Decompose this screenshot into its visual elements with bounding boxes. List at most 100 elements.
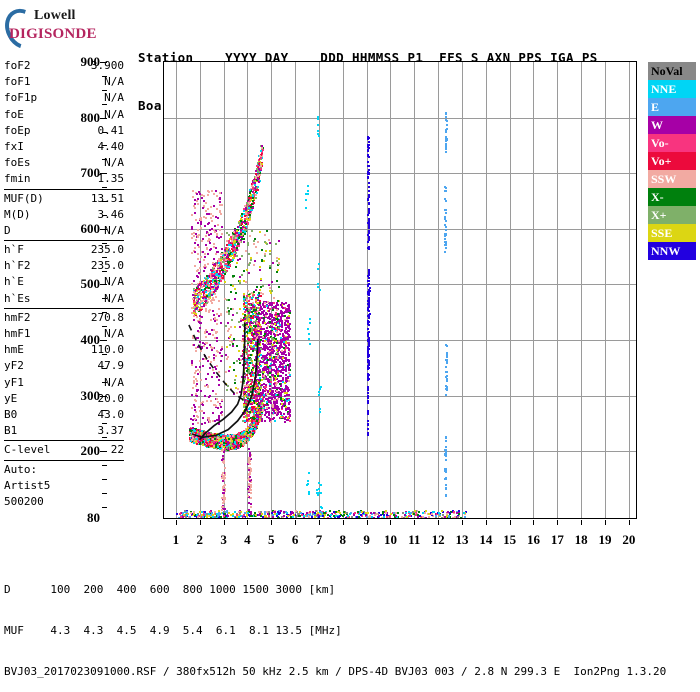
echo-point	[261, 401, 263, 403]
param-row-fxi: fxI 4.40	[4, 139, 124, 155]
param-group-divider	[4, 440, 124, 442]
param-key: M(D)	[4, 207, 31, 221]
param-row-mufd: MUF(D) 13.51	[4, 191, 124, 207]
param-row-foes: foEs N/A	[4, 155, 124, 171]
vgrid-11	[414, 62, 416, 518]
echo-point	[222, 437, 224, 439]
echo-point	[239, 446, 241, 448]
param-group-divider	[4, 240, 124, 242]
hgrid-300	[164, 395, 636, 397]
param-group-divider	[4, 307, 124, 309]
param-value: 0.41	[97, 123, 125, 137]
echo-point	[248, 439, 250, 441]
param-value: 235.0	[90, 259, 124, 273]
param-key: D	[4, 223, 11, 237]
param-key: h`E	[4, 275, 24, 289]
echo-point	[228, 449, 230, 451]
param-row-fof1p: foF1p N/A	[4, 90, 124, 106]
param-key: B1	[4, 424, 18, 438]
vgrid-20	[628, 62, 630, 518]
echo-point	[222, 438, 224, 440]
param-value: 1.35	[97, 172, 125, 186]
param-key: foE	[4, 107, 24, 121]
echo-point	[260, 415, 262, 417]
vgrid-14	[485, 62, 487, 518]
vgrid-6	[295, 62, 297, 518]
echo-point	[246, 437, 248, 439]
vgrid-13	[461, 62, 463, 518]
echo-point	[231, 444, 233, 446]
echo-point	[254, 431, 256, 433]
param-value: 235.0	[90, 243, 124, 257]
ionospheric-parameters-panel: foF2 3.900 foF1 N/A foF1p N/A foE N/A foEp 0.41 fx…	[4, 58, 124, 510]
echo-point	[206, 446, 208, 448]
lowell-digisonde-logo: Lowell DIGISONDE	[0, 2, 124, 56]
hgrid-600	[164, 228, 636, 230]
plot-frame	[163, 61, 637, 519]
vgrid-9	[366, 62, 368, 518]
param-value: 270.8	[90, 310, 124, 324]
param-value: 110.0	[90, 343, 124, 357]
echo-point	[240, 434, 242, 436]
param-row-foep: foEp 0.41	[4, 123, 124, 139]
echo-point	[256, 424, 258, 426]
echo-point	[253, 432, 255, 434]
param-key: fxI	[4, 139, 24, 153]
echo-scatter-points	[164, 62, 636, 518]
param-key: h`Es	[4, 291, 31, 305]
param-value: 43.0	[97, 407, 125, 421]
echo-point	[256, 427, 258, 429]
echo-point	[259, 420, 261, 422]
echo-point	[251, 435, 253, 437]
vgrid-8	[342, 62, 344, 518]
hgrid-700	[164, 173, 636, 175]
param-footer-line-0: Auto:	[4, 462, 38, 476]
echo-point	[255, 428, 257, 430]
echo-point	[223, 449, 225, 451]
hgrid-400	[164, 340, 636, 342]
logo-digisonde-text: DIGISONDE	[9, 26, 97, 42]
echo-point	[235, 448, 237, 450]
param-value: N/A	[104, 91, 124, 105]
echo-point	[242, 445, 244, 447]
param-row-b0: B0 43.0	[4, 407, 124, 423]
param-key: foF1p	[4, 91, 38, 105]
param-footer-line-2: 500200	[4, 494, 44, 508]
param-group-divider	[4, 188, 124, 190]
echo-point	[254, 430, 256, 432]
param-row-b1: B1 3.37	[4, 423, 124, 439]
param-row-hf: h`F 235.0	[4, 242, 124, 258]
param-key: MUF(D)	[4, 191, 44, 205]
echo-point	[261, 413, 263, 415]
echo-point	[261, 412, 263, 414]
param-key: foEp	[4, 123, 31, 137]
param-value: N/A	[104, 327, 124, 340]
param-key: yE	[4, 391, 18, 405]
param-row-he: h`E N/A	[4, 274, 124, 290]
param-row-md: M(D) 3.46	[4, 207, 124, 223]
param-value: 13.51	[90, 191, 124, 205]
vgrid-10	[390, 62, 392, 518]
param-value: N/A	[104, 75, 124, 89]
echo-point	[223, 437, 225, 439]
param-row-hf2: h`F2 235.0	[4, 258, 124, 274]
param-row-yf2: yF2 47.9	[4, 358, 124, 374]
param-key: fmin	[4, 172, 31, 186]
ionogram-plot[interactable]	[163, 61, 637, 519]
logo-lowell-text: Lowell	[34, 8, 76, 23]
param-row-hes: h`Es N/A	[4, 291, 124, 307]
echo-point	[197, 443, 199, 445]
param-key: yF2	[4, 359, 24, 373]
param-key: hmF1	[4, 327, 31, 340]
echo-point	[250, 426, 252, 428]
param-row-fmin: fmin 1.35	[4, 171, 124, 187]
param-value: 3.37	[97, 424, 125, 438]
echo-point	[241, 440, 243, 442]
param-key: hmE	[4, 343, 24, 357]
param-key: h`F2	[4, 259, 31, 273]
hgrid-500	[164, 284, 636, 286]
param-value: N/A	[104, 375, 124, 389]
echo-point	[247, 440, 249, 442]
vgrid-16	[533, 62, 535, 518]
echo-point	[190, 440, 192, 442]
